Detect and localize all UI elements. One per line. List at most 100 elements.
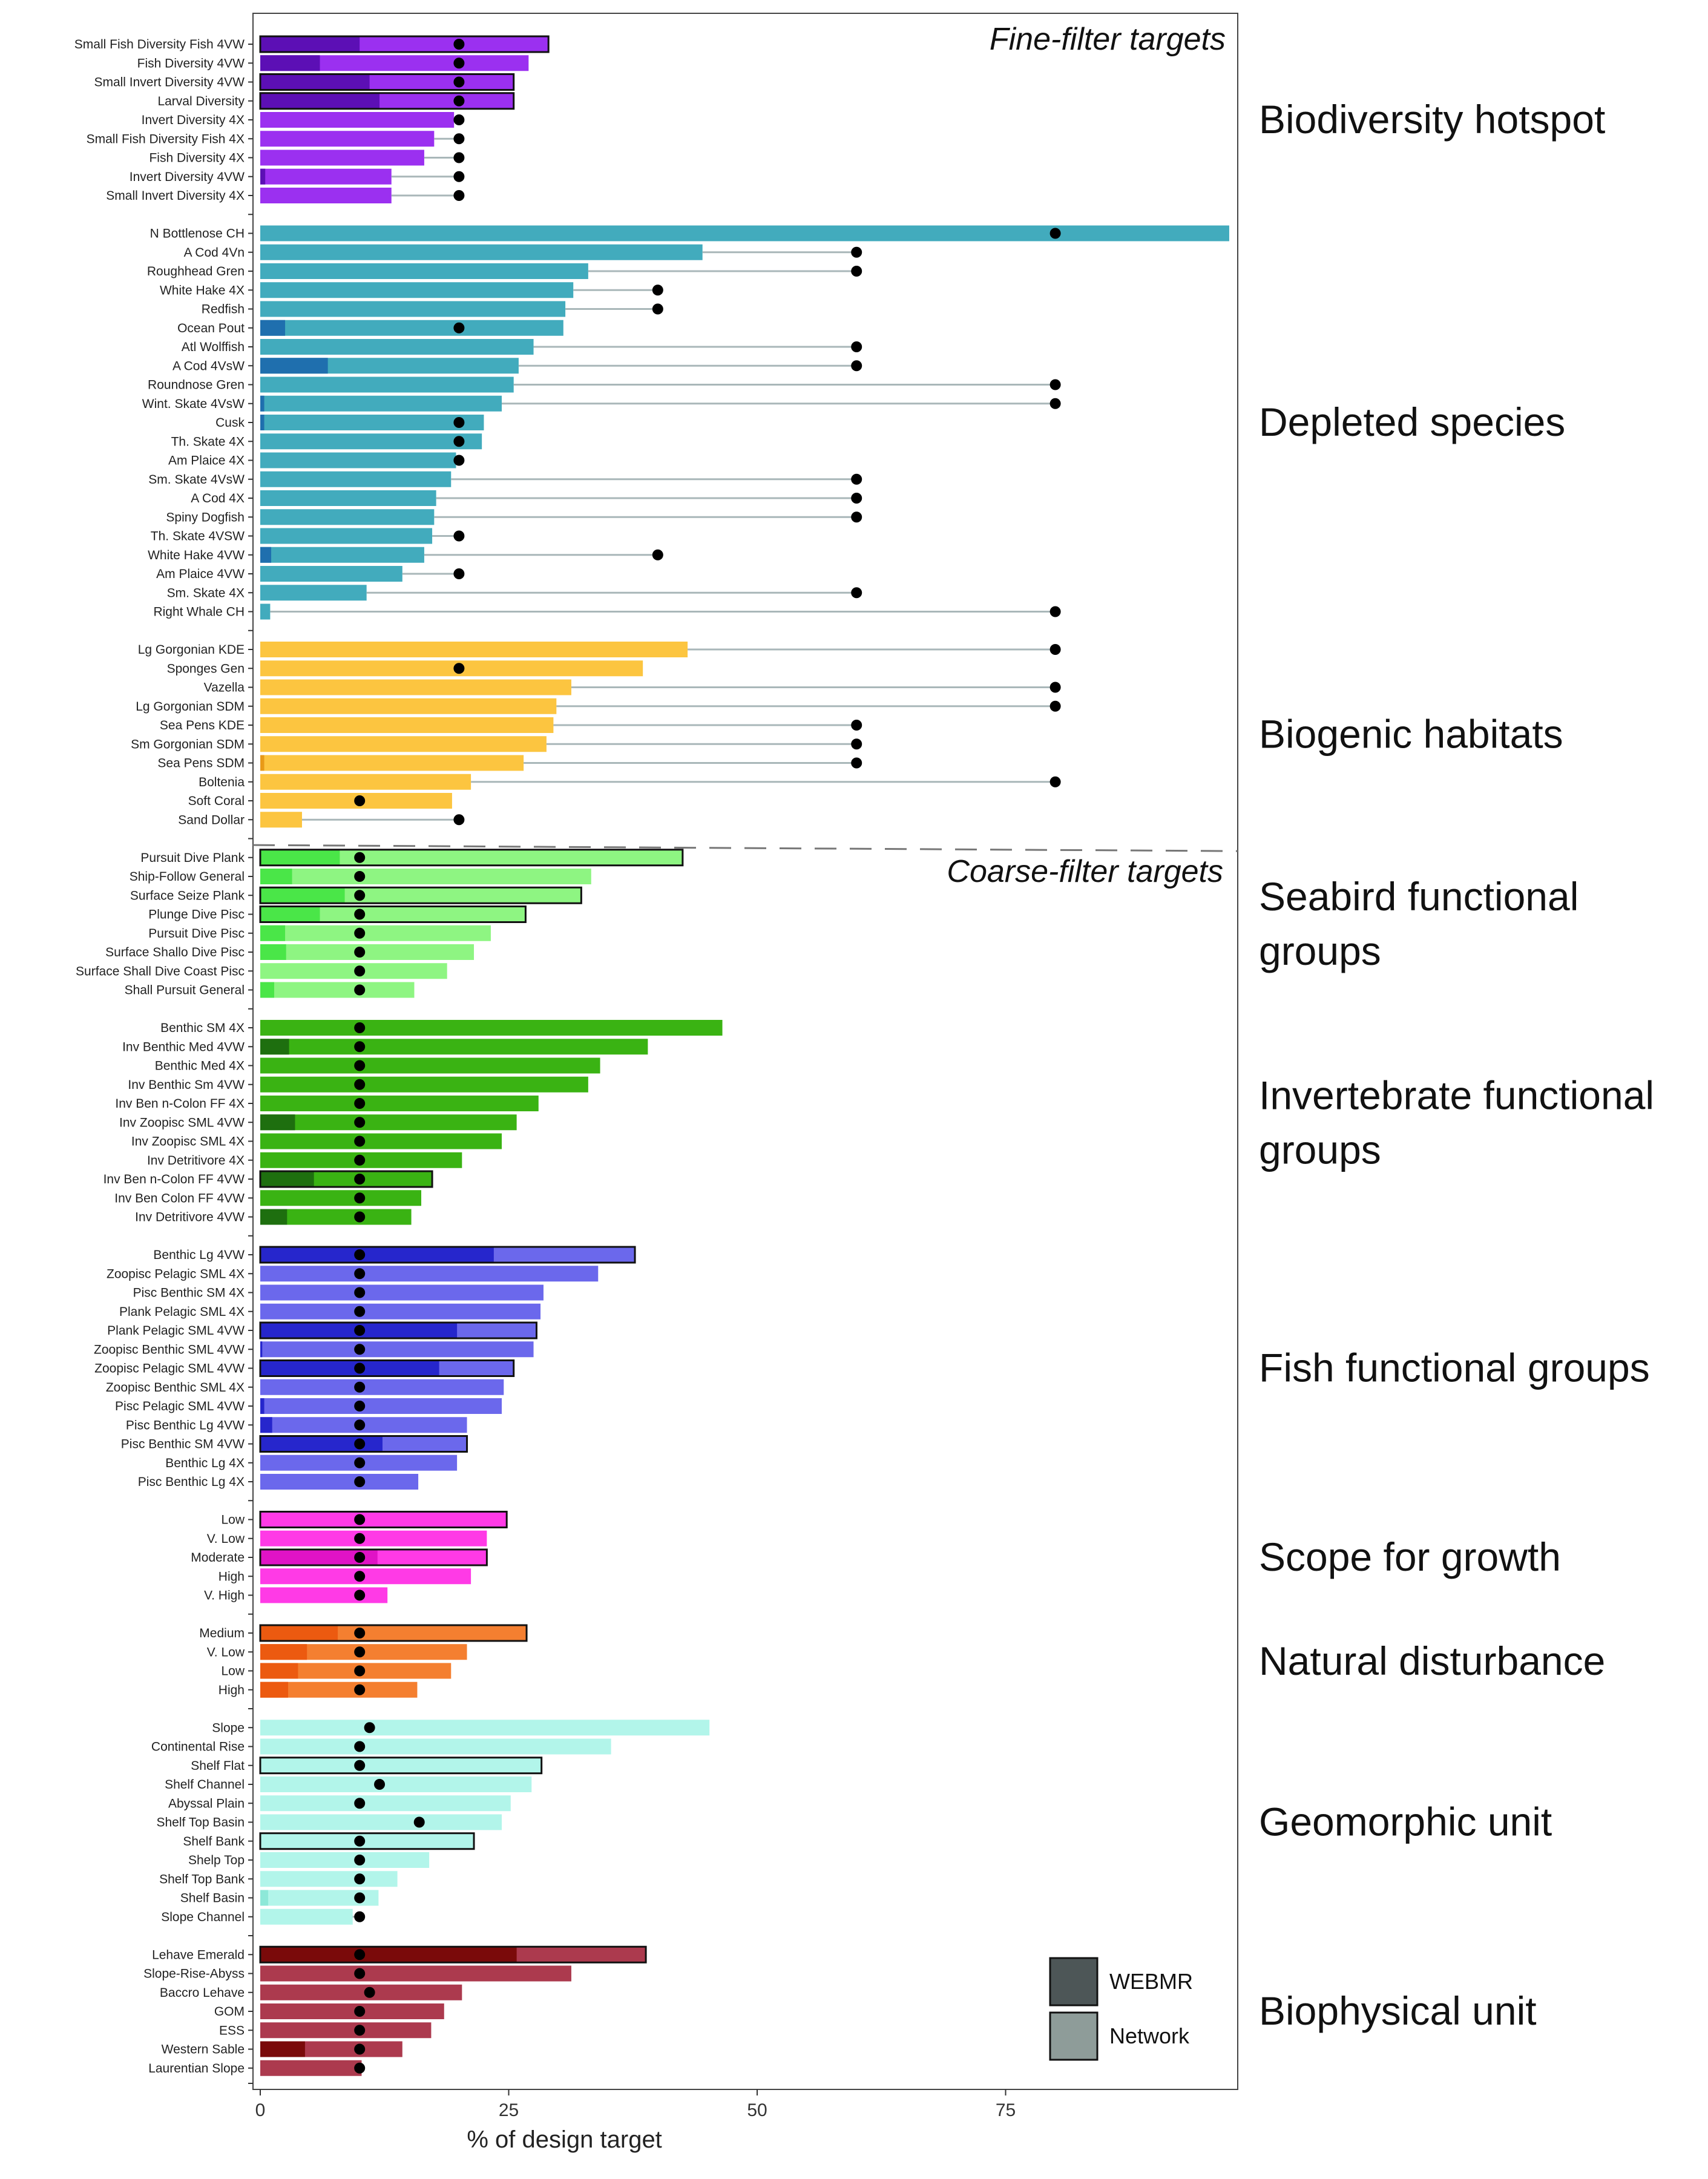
webmr-bar xyxy=(260,74,370,90)
target-dot xyxy=(453,58,465,69)
network-bar xyxy=(260,1303,541,1320)
group-label: Biogenic habitats xyxy=(1259,712,1563,757)
category-label: Slope xyxy=(212,1721,245,1735)
category-label: Zoopisc Benthic SML 4X xyxy=(106,1381,245,1395)
category-label: Medium xyxy=(199,1626,245,1640)
x-tick-label: 50 xyxy=(747,2100,767,2120)
network-bar xyxy=(260,925,491,941)
category-label: Surface Shall Dive Coast Pisc xyxy=(76,964,245,978)
target-dot xyxy=(851,493,862,504)
target-dot xyxy=(453,171,465,182)
category-label: Am Plaice 4VW xyxy=(156,567,245,581)
network-bar xyxy=(260,1852,430,1868)
network-bar xyxy=(260,1114,517,1131)
network-bar xyxy=(260,528,433,544)
category-label: Right Whale CH xyxy=(153,605,245,619)
network-bar xyxy=(260,1795,511,1812)
legend-swatch xyxy=(1049,2011,1099,2061)
target-dot xyxy=(1049,644,1061,655)
network-bar xyxy=(260,112,455,128)
target-dot xyxy=(354,1268,366,1280)
target-dot xyxy=(354,1098,366,1109)
category-label: Shall Pursuit General xyxy=(125,984,245,997)
webmr-bar xyxy=(260,320,286,336)
category-label: Zoopisc Pelagic SML 4X xyxy=(107,1267,245,1281)
network-bar xyxy=(260,131,435,147)
group-labels-layer: Biodiversity hotspot Depleted species Biog… xyxy=(1259,97,1654,2033)
network-bar xyxy=(260,1757,542,1773)
coarse-filter-label: Coarse-filter targets xyxy=(947,854,1223,889)
network-bar xyxy=(260,490,436,506)
webmr-bar xyxy=(260,1663,298,1679)
category-label: Pisc Pelagic SML 4VW xyxy=(115,1399,245,1413)
network-bar xyxy=(260,1984,462,2000)
network-bar xyxy=(260,679,571,695)
category-label: Shelp Top xyxy=(188,1853,245,1867)
bar-outline xyxy=(259,905,527,923)
network-bar xyxy=(260,1833,475,1849)
target-dot xyxy=(354,984,366,996)
category-label: Redfish xyxy=(202,303,245,317)
target-dot xyxy=(354,1438,366,1450)
category-label: Inv Detritivore 4VW xyxy=(135,1211,245,1224)
target-dot xyxy=(354,871,366,882)
category-label: Slope-Rise-Abyss xyxy=(143,1967,245,1981)
category-label: White Hake 4VW xyxy=(148,548,245,562)
target-dot xyxy=(354,1154,366,1166)
target-dot xyxy=(354,1117,366,1128)
group-label-line: Seabird functional xyxy=(1259,874,1578,919)
target-dot xyxy=(453,814,465,826)
target-dot xyxy=(851,246,862,258)
target-dot xyxy=(354,1873,366,1885)
target-dot xyxy=(413,1816,425,1828)
category-label: Sm. Skate 4X xyxy=(167,586,245,600)
target-dot xyxy=(354,1457,366,1468)
network-bar xyxy=(260,1720,710,1736)
category-label: Pisc Benthic SM 4VW xyxy=(121,1438,245,1451)
category-label: Shelf Top Basin xyxy=(156,1816,245,1830)
section-divider xyxy=(252,844,1238,852)
target-dot xyxy=(354,1306,366,1317)
target-dot xyxy=(354,1174,366,1185)
target-dot xyxy=(354,1949,366,1960)
target-dot xyxy=(453,417,465,428)
group-label: Geomorphic unit xyxy=(1259,1799,1552,1844)
target-dot xyxy=(354,2025,366,2036)
webmr-bar xyxy=(260,358,328,374)
target-dot xyxy=(453,530,465,542)
network-bar xyxy=(260,736,547,752)
target-dot xyxy=(354,1192,366,1204)
network-bar xyxy=(260,1398,502,1414)
webmr-bar xyxy=(260,849,340,866)
target-dot xyxy=(354,1741,366,1752)
bar-outline xyxy=(259,1321,537,1339)
group-label: Scope for growth xyxy=(1259,1534,1561,1579)
webmr-bar xyxy=(260,2041,305,2057)
target-dot xyxy=(453,663,465,674)
target-dot xyxy=(851,511,862,523)
target-dot xyxy=(1049,379,1061,390)
target-dot xyxy=(851,757,862,769)
target-dot xyxy=(354,852,366,863)
webmr-bar xyxy=(260,168,266,185)
target-dot xyxy=(851,341,862,352)
target-dots-layer xyxy=(354,39,1061,2074)
webmr-bar xyxy=(260,1890,269,1906)
category-label: Inv Detritivore 4X xyxy=(147,1154,245,1168)
category-label: Baccro Lehave xyxy=(160,1986,245,2000)
target-dot xyxy=(354,1646,366,1658)
target-dot xyxy=(354,1760,366,1771)
target-dot xyxy=(354,1855,366,1865)
category-label: Wint. Skate 4VsW xyxy=(142,397,245,411)
category-label: Plank Pelagic SML 4X xyxy=(119,1305,245,1319)
network-bar xyxy=(260,982,415,998)
webmr-bar xyxy=(260,547,272,563)
target-dot xyxy=(354,2006,366,2017)
target-dot xyxy=(453,133,465,145)
network-bar xyxy=(260,244,703,260)
target-dot xyxy=(1049,700,1061,712)
network-bar xyxy=(260,869,591,884)
target-dot xyxy=(453,455,465,466)
bar-outline xyxy=(259,1832,475,1850)
category-label: Pisc Benthic SM 4X xyxy=(133,1286,245,1300)
